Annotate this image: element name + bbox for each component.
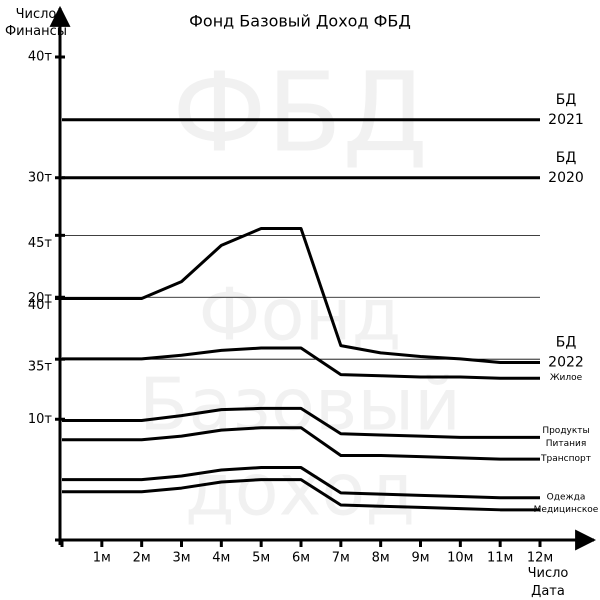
y2-tick-label: 45т xyxy=(28,236,53,251)
x-tick-label: 11м xyxy=(487,551,513,566)
x-tick-label: 6м xyxy=(292,551,310,566)
legend-label: Жилое xyxy=(550,373,583,383)
series-line xyxy=(62,478,540,512)
x-tick-label: 4м xyxy=(212,551,230,566)
y-tick-label: 30т xyxy=(28,170,53,185)
legend-label: БД 2021 xyxy=(548,92,584,128)
x-tick-label: 3м xyxy=(172,551,190,566)
y-tick-label: 10т xyxy=(28,412,53,427)
x-tick-label: 10м xyxy=(447,551,473,566)
watermark-text: Фонд xyxy=(199,273,402,357)
x-tick-label: 9м xyxy=(411,551,429,566)
legend-label: Медицинское xyxy=(534,504,599,514)
y-axis-title: Число Финансы xyxy=(5,7,67,39)
y-tick-label: 40т xyxy=(28,50,53,65)
x-tick-label: 12м xyxy=(527,551,553,566)
series-line xyxy=(62,426,540,461)
series-line xyxy=(62,466,540,500)
legend-label: БД 2022 xyxy=(548,334,584,370)
series-line xyxy=(62,226,540,364)
x-tick-label: 8м xyxy=(372,551,390,566)
legend-label: БД 2020 xyxy=(548,150,584,186)
chart-title: Фонд Базовый Доход ФБД xyxy=(189,12,411,31)
legend-label: Продукты Питания xyxy=(542,425,589,448)
y2-tick-label: 40т xyxy=(28,298,53,313)
watermark-text: ФБД xyxy=(172,48,428,176)
watermark-text: доход xyxy=(185,448,415,532)
legend-label: Транспорт xyxy=(540,454,591,464)
x-tick-label: 5м xyxy=(252,551,270,566)
x-tick-label: 2м xyxy=(133,551,151,566)
x-axis-title: ЧислоДатаВремя xyxy=(527,566,570,600)
series-line xyxy=(62,346,540,380)
x-tick-label: 1м xyxy=(93,551,111,566)
y-tick-label: 20т xyxy=(28,291,53,306)
series-line xyxy=(62,406,540,439)
legend-label: Одежда xyxy=(547,492,586,502)
y2-tick-label: 35т xyxy=(28,360,53,375)
x-tick-label: 7м xyxy=(332,551,350,566)
